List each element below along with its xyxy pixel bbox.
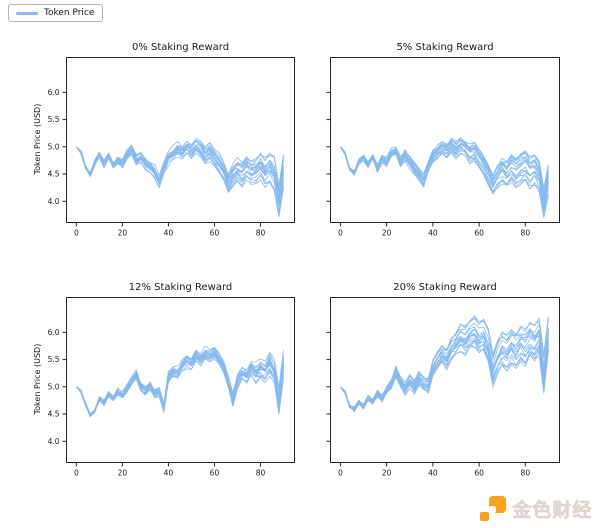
chart-canvas-1: 0 20 40 60 80: [326, 57, 560, 238]
svg-text:40: 40: [428, 229, 438, 238]
subplot-title-0: 0% Staking Reward: [131, 42, 230, 53]
logo-notch: [488, 505, 496, 513]
svg-text:40: 40: [428, 469, 438, 478]
watermark-text: 金色财经: [511, 499, 592, 521]
subplot-0-staking-0pct: 0 20 40 60 80 4.0 4.5 5.0 5.5 6.0: [48, 57, 295, 238]
watermark: 金色财经: [479, 495, 592, 522]
chart-canvas-2: 0 20 40 60 80 4.0 4.5 5.0 5.5 6.0: [48, 297, 295, 478]
svg-text:4.0: 4.0: [48, 437, 60, 446]
subplot-title-3: 20% Staking Reward: [393, 282, 497, 293]
svg-text:4.5: 4.5: [48, 170, 60, 179]
subplot-1-staking-5pct: 0 20 40 60 80: [326, 57, 560, 238]
svg-text:60: 60: [474, 229, 484, 238]
svg-text:80: 80: [521, 229, 531, 238]
legend-line-swatch: [16, 11, 38, 15]
chart-canvas-3: 0 20 40 60 80: [326, 297, 560, 478]
svg-text:5.0: 5.0: [48, 142, 60, 151]
subplot-2-staking-12pct: 0 20 40 60 80 4.0 4.5 5.0 5.5 6.0: [48, 297, 295, 478]
svg-text:5.5: 5.5: [48, 355, 60, 364]
y-axis-label-top: Token Price (USD): [33, 103, 42, 175]
svg-text:20: 20: [382, 229, 392, 238]
svg-text:5.0: 5.0: [48, 382, 60, 391]
y-axis-label-bottom: Token Price (USD): [33, 343, 42, 415]
svg-text:80: 80: [256, 469, 266, 478]
svg-text:5.5: 5.5: [48, 115, 60, 124]
svg-text:60: 60: [474, 469, 484, 478]
svg-text:20: 20: [118, 469, 128, 478]
svg-text:0: 0: [338, 229, 343, 238]
chart-canvas-0: 0 20 40 60 80 4.0 4.5 5.0 5.5 6.0: [48, 57, 295, 238]
svg-text:20: 20: [382, 469, 392, 478]
svg-text:0: 0: [74, 229, 79, 238]
svg-text:6.0: 6.0: [48, 88, 60, 97]
svg-text:4.0: 4.0: [48, 197, 60, 206]
logo-block-small: [479, 511, 489, 521]
subplot-title-2: 12% Staking Reward: [128, 282, 233, 293]
svg-text:80: 80: [521, 469, 531, 478]
svg-text:80: 80: [256, 229, 266, 238]
svg-text:4.5: 4.5: [48, 410, 60, 419]
legend-label: Token Price: [44, 8, 95, 18]
legend: Token Price: [8, 4, 104, 22]
svg-text:0: 0: [338, 469, 343, 478]
svg-text:60: 60: [210, 229, 220, 238]
svg-text:40: 40: [164, 469, 174, 478]
svg-text:20: 20: [118, 229, 128, 238]
subplot-title-1: 5% Staking Reward: [396, 42, 494, 53]
subplot-3-staking-20pct: 0 20 40 60 80: [326, 297, 560, 478]
svg-text:6.0: 6.0: [48, 328, 60, 337]
svg-text:60: 60: [210, 469, 220, 478]
svg-text:0: 0: [74, 469, 79, 478]
svg-text:40: 40: [164, 229, 174, 238]
jinse-finance-logo-icon: [479, 495, 506, 522]
